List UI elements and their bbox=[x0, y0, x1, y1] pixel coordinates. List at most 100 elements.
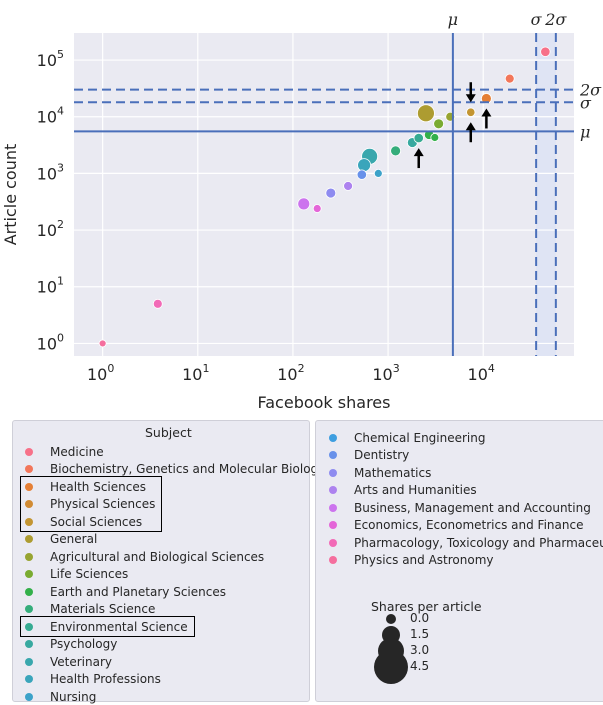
legend-item: Mathematics bbox=[329, 464, 431, 481]
data-point bbox=[413, 132, 424, 144]
annotation-arrow-head bbox=[465, 122, 476, 131]
legend-label: Psychology bbox=[50, 637, 118, 651]
legend-label: Economics, Econometrics and Finance bbox=[354, 518, 584, 532]
legend-marker bbox=[25, 587, 33, 596]
y-tick-label: 103 bbox=[37, 161, 64, 183]
y-tick-label: 101 bbox=[37, 275, 64, 297]
legend-label: Social Sciences bbox=[50, 514, 143, 529]
legend-marker bbox=[25, 622, 33, 631]
legend-marker bbox=[329, 503, 337, 512]
y-axis-label: Article count bbox=[1, 144, 20, 246]
size-legend-label: 0.0 bbox=[410, 611, 430, 625]
data-point bbox=[540, 46, 551, 57]
data-point bbox=[430, 133, 440, 142]
data-point bbox=[433, 118, 445, 130]
legend-marker bbox=[25, 657, 33, 666]
legend-item: Earth and Planetary Sciences bbox=[25, 583, 226, 600]
legend-marker bbox=[329, 538, 337, 547]
size-legend-label: 3.0 bbox=[410, 643, 430, 657]
legend-item: Chemical Engineering bbox=[329, 429, 486, 446]
size-legend-label: 4.5 bbox=[410, 659, 430, 673]
legend-marker bbox=[329, 486, 337, 494]
legend-marker bbox=[25, 675, 33, 683]
reference-label: 2σ bbox=[544, 10, 567, 29]
size-legend-item: 0.0 bbox=[386, 611, 429, 625]
data-point bbox=[417, 104, 435, 123]
legend-label: Life Sciences bbox=[50, 567, 129, 581]
legend-item: Biochemistry, Genetics and Molecular Bio… bbox=[25, 461, 325, 478]
legend-item: Nursing bbox=[25, 688, 96, 705]
scatter-chart: 100 101 102 103 104 100 101 102 103 104 105 Faceboo… bbox=[1, 10, 602, 410]
x-tick-label: 102 bbox=[277, 362, 304, 384]
legend-item: Economics, Econometrics and Finance bbox=[329, 517, 583, 534]
x-tick-label: 101 bbox=[182, 362, 209, 384]
legend-item: Medicine bbox=[25, 443, 104, 460]
legend-label: Mathematics bbox=[354, 465, 432, 480]
legend-item: Dentistry bbox=[329, 447, 409, 464]
legend-label: Health Professions bbox=[50, 672, 161, 686]
legend-item: Materials Science bbox=[25, 601, 155, 618]
legend-item: Arts and Humanities bbox=[329, 482, 477, 499]
size-legend-title: Shares per article bbox=[371, 599, 482, 614]
size-marker bbox=[386, 614, 396, 624]
legend-label: Physical Sciences bbox=[50, 497, 156, 511]
x-tick-label: 100 bbox=[87, 362, 114, 384]
legend-marker bbox=[329, 451, 337, 459]
reference-label: μ bbox=[580, 122, 590, 141]
legend-marker bbox=[329, 521, 337, 529]
data-point bbox=[325, 187, 337, 199]
data-point bbox=[356, 169, 367, 180]
legend-marker bbox=[25, 517, 33, 526]
legend-label: Materials Science bbox=[50, 602, 156, 616]
legend-item: Health Professions bbox=[25, 671, 161, 688]
legend-marker bbox=[329, 433, 337, 442]
legend-marker bbox=[25, 535, 33, 543]
legend-label: Environmental Science bbox=[50, 619, 188, 634]
legend-label: Business, Management and Accounting bbox=[354, 500, 591, 515]
data-point bbox=[504, 73, 515, 84]
y-tick-label: 102 bbox=[37, 218, 64, 240]
subject-legend-title: Subject bbox=[145, 425, 192, 440]
annotation-arrow-head bbox=[413, 148, 424, 157]
data-point bbox=[297, 197, 311, 211]
legend-marker bbox=[25, 482, 33, 491]
annotation-arrow-head bbox=[481, 108, 492, 117]
x-axis-label: Facebook shares bbox=[258, 393, 391, 410]
data-point bbox=[466, 107, 476, 117]
legend-item: Environmental Science bbox=[25, 618, 188, 635]
legend-marker bbox=[329, 556, 337, 564]
y-tick-label: 105 bbox=[37, 48, 64, 70]
legend-marker bbox=[329, 468, 337, 477]
data-point bbox=[373, 168, 383, 178]
reference-label: σ bbox=[580, 93, 592, 112]
legend-item: Veterinary bbox=[25, 653, 112, 670]
legend-item: Life Sciences bbox=[25, 566, 128, 583]
data-point bbox=[98, 339, 107, 348]
data-point bbox=[357, 158, 372, 173]
legend-label: Medicine bbox=[50, 444, 104, 459]
legend-item: General bbox=[25, 531, 97, 548]
data-point bbox=[343, 181, 353, 191]
reference-label: 2σ bbox=[579, 81, 602, 100]
sigma-band bbox=[536, 33, 556, 356]
reference-label: σ bbox=[531, 10, 543, 29]
legend-marker bbox=[25, 447, 33, 456]
data-point bbox=[152, 298, 163, 309]
legend-item: Social Sciences bbox=[25, 513, 142, 530]
x-tick-label: 104 bbox=[468, 362, 495, 384]
plot-area bbox=[74, 33, 574, 356]
legend-label: Chemical Engineering bbox=[354, 430, 486, 445]
legend-label: Arts and Humanities bbox=[354, 483, 477, 497]
legend-marker bbox=[25, 552, 33, 561]
legend-label: Earth and Planetary Sciences bbox=[50, 584, 226, 599]
x-tick-label: 103 bbox=[372, 362, 399, 384]
legend-label: Pharmacology, Toxicology and Pharmaceuti… bbox=[354, 535, 603, 550]
data-point bbox=[312, 204, 322, 213]
size-marker bbox=[373, 649, 409, 685]
legend-item: Physics and Astronomy bbox=[329, 552, 494, 569]
legend-label: General bbox=[50, 532, 98, 546]
legend-item: Pharmacology, Toxicology and Pharmaceuti… bbox=[329, 534, 603, 551]
size-legend-item: 4.5 bbox=[373, 649, 429, 685]
legend-item: Health Sciences bbox=[25, 478, 146, 495]
data-point bbox=[480, 93, 492, 104]
